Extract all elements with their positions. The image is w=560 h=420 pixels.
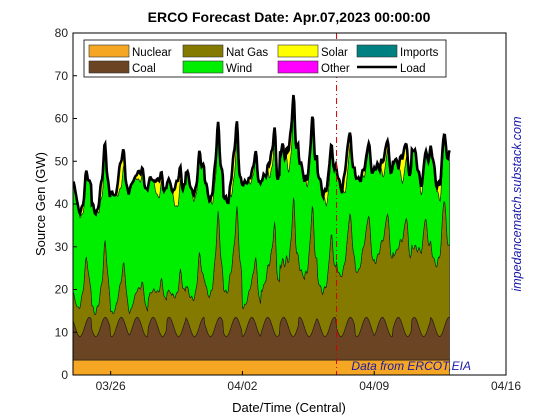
legend-label: Solar	[321, 47, 348, 59]
legend-item-nat-gas: Nat Gas	[182, 44, 268, 59]
x-tick-label: 04/02	[227, 379, 257, 393]
y-axis-label: Source Gen (GW)	[33, 152, 48, 256]
legend-swatch	[182, 60, 224, 74]
x-axis-ticks: 03/26 04/02 04/09 04/16	[96, 371, 521, 393]
chart-title: ERCO Forecast Date: Apr.07,2023 00:00:00	[148, 9, 431, 25]
legend-label: Imports	[400, 47, 439, 59]
y-tick-label: 60	[55, 112, 69, 126]
legend-item-load: Load	[357, 63, 426, 75]
legend-label: Nuclear	[132, 47, 172, 59]
legend-item-nuclear: Nuclear	[88, 44, 172, 59]
watermark-url: impedancematch.substack.com	[510, 116, 524, 291]
y-axis-ticks: 0 10 20 30 40 50 60 70 80	[55, 26, 77, 382]
legend: Nuclear Nat Gas Solar Imports Coal Wind Other L…	[83, 39, 447, 78]
legend-swatch	[88, 44, 130, 58]
legend-item-coal: Coal	[88, 60, 156, 75]
legend-swatch	[356, 44, 398, 58]
legend-item-imports: Imports	[356, 44, 439, 59]
legend-label: Wind	[226, 63, 252, 75]
x-tick-label: 04/16	[491, 379, 521, 393]
legend-label: Nat Gas	[226, 47, 268, 59]
legend-label: Load	[400, 63, 426, 75]
y-tick-label: 80	[55, 26, 69, 40]
y-tick-label: 20	[55, 283, 69, 297]
legend-label: Other	[321, 63, 350, 75]
source-note: Data from ERCOT,EIA	[351, 359, 471, 373]
y-tick-label: 0	[61, 368, 68, 382]
y-tick-label: 40	[55, 197, 69, 211]
legend-swatch	[277, 44, 319, 58]
legend-swatch	[182, 44, 224, 58]
legend-item-other: Other	[277, 60, 350, 75]
legend-item-wind: Wind	[182, 60, 252, 75]
legend-item-solar: Solar	[277, 44, 348, 59]
y-tick-label: 50	[55, 154, 69, 168]
y-tick-label: 10	[55, 325, 69, 339]
load-line	[73, 94, 451, 217]
stacked-areas	[73, 94, 451, 375]
x-tick-label: 04/09	[359, 379, 389, 393]
legend-swatch	[277, 60, 319, 74]
y-tick-label: 30	[55, 240, 69, 254]
legend-label: Coal	[132, 63, 156, 75]
x-axis-label: Date/Time (Central)	[232, 400, 346, 415]
legend-swatch	[88, 60, 130, 74]
y-tick-label: 70	[55, 69, 69, 83]
x-tick-label: 03/26	[96, 379, 126, 393]
